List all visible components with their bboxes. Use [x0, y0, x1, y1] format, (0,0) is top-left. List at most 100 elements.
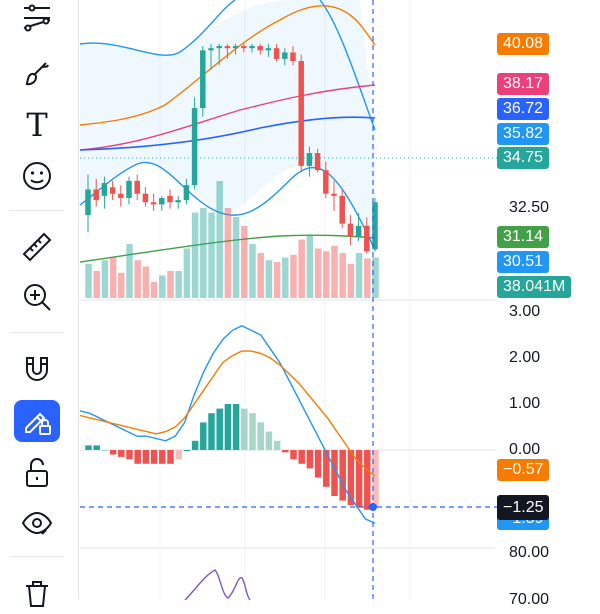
macd-histogram-bar — [232, 404, 240, 450]
brush-icon[interactable] — [14, 52, 60, 94]
macd-histogram-bar — [273, 440, 281, 450]
toolbar-separator — [10, 556, 64, 557]
zoom-in-icon[interactable] — [14, 276, 60, 318]
macd-histogram-bar — [216, 408, 223, 450]
volume-bar — [364, 258, 371, 298]
macd-histogram-bar — [109, 450, 117, 455]
volume-ma-line — [79, 234, 376, 263]
candle-body — [109, 187, 116, 194]
volume-bar — [265, 260, 273, 298]
toolbar-divider — [78, 0, 79, 600]
volume-bar — [126, 244, 133, 298]
macd-histogram-bar — [331, 450, 338, 496]
ruler-icon[interactable] — [14, 226, 60, 268]
candle-body — [85, 189, 91, 216]
volume-bar — [306, 235, 314, 298]
moving-average-orange — [79, 5, 376, 126]
volume-bar — [159, 275, 166, 298]
volume-bar — [339, 253, 346, 298]
crosshair-value-tag: −1.25 — [497, 495, 550, 520]
bollinger-upper-band — [79, 0, 376, 131]
macd-axis-label: 2.00 — [509, 349, 541, 366]
macd-histogram-bar — [183, 450, 191, 451]
volume-bar — [167, 271, 174, 298]
moving-average-blue — [79, 116, 376, 151]
macd-histogram-bar — [134, 450, 141, 464]
macd-histogram-bar — [364, 450, 371, 510]
candle-body — [159, 197, 165, 205]
candle-body — [323, 170, 329, 194]
volume-bar — [208, 212, 215, 298]
volume-bar — [134, 260, 141, 298]
candle-body — [241, 46, 247, 49]
macd-histogram-bar — [339, 450, 346, 501]
candle-body — [101, 183, 108, 196]
volume-bar — [216, 181, 223, 298]
volume-bar — [109, 257, 117, 298]
macd-histogram-bar — [142, 450, 150, 464]
rsi-axis-label: 80.00 — [509, 544, 550, 561]
volume-bar — [175, 271, 182, 298]
candle-body — [298, 61, 304, 166]
candle-body — [273, 48, 280, 59]
price-tag-volume-ma: 31.14 — [497, 226, 550, 248]
candle-body — [331, 193, 337, 196]
volume-bar — [101, 260, 109, 298]
macd-axis-label: 0.00 — [509, 441, 541, 458]
price-tag-orange-ma: 40.08 — [497, 33, 550, 55]
candle-body — [208, 48, 214, 51]
volume-bar — [224, 208, 232, 298]
volume-bar — [118, 272, 125, 298]
volume-bar — [150, 281, 158, 298]
macd-histogram-bar — [323, 450, 330, 487]
candle-body — [200, 50, 206, 109]
macd-histogram-bar — [355, 450, 363, 508]
macd-axis-label: 1.00 — [509, 395, 541, 412]
rsi-line — [184, 569, 251, 600]
macd-histogram-bar — [257, 422, 264, 450]
smiley-icon[interactable] — [14, 155, 60, 197]
trend-lines-icon[interactable] — [14, 0, 60, 42]
volume-bar — [249, 244, 256, 298]
candle-body — [142, 193, 149, 203]
macd-histogram-bar — [126, 450, 133, 460]
volume-bar — [191, 212, 199, 298]
macd-histogram-bar — [282, 450, 289, 453]
volume-bar — [183, 248, 191, 298]
candle-body — [265, 48, 272, 51]
volume-bars — [85, 181, 379, 298]
candle-body — [150, 202, 157, 205]
volume-bar — [241, 226, 248, 298]
candle-body — [339, 195, 345, 224]
candle-body — [183, 185, 190, 201]
unlock-icon[interactable] — [14, 452, 60, 494]
macd-histogram-bar — [265, 431, 273, 450]
candle-body — [224, 46, 231, 49]
volume-bar — [200, 208, 207, 298]
macd-histogram-bar — [347, 450, 355, 506]
macd-histogram-bar — [372, 450, 379, 508]
crosshair-point — [369, 503, 377, 511]
candle-body — [249, 46, 255, 49]
pencil-lock-icon[interactable] — [14, 400, 60, 442]
price-tag-last: 34.75 — [497, 147, 550, 169]
macd-histogram-bar — [167, 450, 174, 464]
price-tag-pink-ma: 38.17 — [497, 73, 550, 95]
toolbar-separator — [10, 210, 64, 211]
eye-icon[interactable] — [14, 502, 60, 544]
candle-body — [175, 200, 181, 203]
candle-body — [126, 180, 132, 198]
candlestick-chart[interactable] — [0, 0, 600, 600]
candle-body — [257, 46, 263, 51]
text-icon[interactable]: T — [14, 104, 60, 146]
macd-histogram-bar — [101, 450, 109, 451]
macd-histogram-bar — [150, 450, 158, 464]
candle-body — [118, 193, 124, 198]
volume-tag: 38.041M — [497, 276, 572, 298]
candle-body — [355, 225, 362, 237]
volume-bar — [298, 239, 305, 298]
moving-average-pink — [79, 84, 376, 151]
magnet-icon[interactable] — [14, 348, 60, 390]
price-tag-blue-ma: 36.72 — [497, 98, 550, 120]
drawing-toolbar: T — [0, 0, 76, 607]
